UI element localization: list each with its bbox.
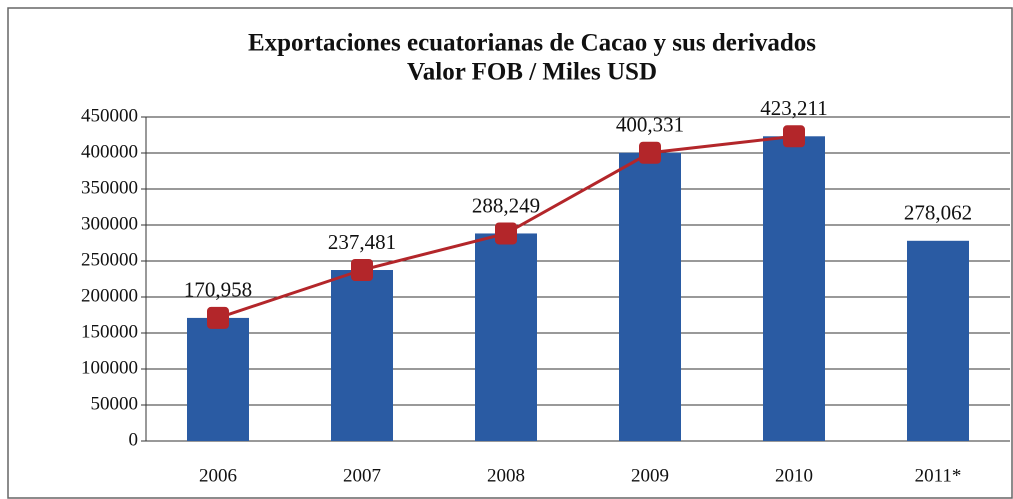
- line-marker: [351, 259, 373, 282]
- y-tick-label: 150000: [81, 321, 138, 342]
- x-tick-label: 2006: [199, 465, 237, 486]
- data-label: 237,481: [328, 230, 396, 254]
- chart-title: Exportaciones ecuatorianas de Cacao y su…: [248, 30, 816, 57]
- x-tick-label: 2007: [343, 465, 381, 486]
- y-tick-label: 350000: [81, 177, 138, 198]
- x-tick-label: 2011*: [915, 465, 962, 486]
- line-marker: [639, 141, 661, 164]
- bar: [619, 152, 681, 442]
- y-tick-label: 200000: [81, 285, 138, 306]
- x-tick-label: 2010: [775, 465, 813, 486]
- y-tick-label: 100000: [81, 357, 138, 378]
- bar: [907, 240, 969, 441]
- y-tick-label: 300000: [81, 213, 138, 234]
- y-tick-label: 50000: [91, 393, 139, 414]
- line-marker: [207, 306, 229, 329]
- data-label: 400,331: [616, 113, 684, 137]
- data-label: 423,211: [760, 96, 827, 120]
- chart-subtitle: Valor FOB / Miles USD: [407, 59, 657, 86]
- y-tick-label: 450000: [81, 105, 138, 126]
- y-tick-label: 400000: [81, 141, 138, 162]
- y-tick-label: 250000: [81, 249, 138, 270]
- line-marker: [783, 125, 805, 148]
- data-label: 170,958: [184, 278, 252, 302]
- x-tick-label: 2008: [487, 465, 525, 486]
- bar: [331, 270, 393, 441]
- y-tick-label: 0: [129, 429, 139, 450]
- bar: [187, 317, 249, 441]
- bar: [763, 136, 825, 441]
- data-label: 278,062: [904, 201, 972, 225]
- bar: [475, 233, 537, 441]
- x-tick-label: 2009: [631, 465, 669, 486]
- line-marker: [495, 222, 517, 245]
- data-label: 288,249: [472, 193, 540, 217]
